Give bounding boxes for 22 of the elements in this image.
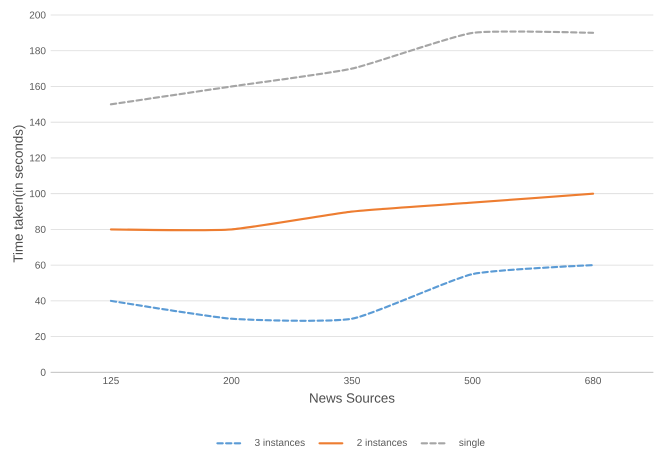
x-tick-label: 680 [585,377,602,384]
y-tick-label: 140 [30,118,46,126]
y-axis-title: Time taken(in seconds) [13,125,26,262]
y-tick-label: 0 [40,368,46,376]
y-tick-label: 120 [30,154,46,162]
y-tick-label: 180 [30,47,46,54]
y-tick-label: 40 [35,297,46,304]
x-axis-title: News Sources [310,393,394,403]
legend-label: 3 instances [254,438,305,446]
legend-label: 2 instances [357,438,407,446]
y-tick-label: 20 [35,333,46,340]
x-tick-label: 200 [224,377,240,384]
line-series [110,192,594,232]
y-tick-label: 100 [30,190,46,198]
y-tick-label: 160 [30,82,46,90]
x-tick-label: 500 [464,377,480,384]
legend-label: single [459,438,485,448]
y-tick-label: 200 [30,11,46,19]
x-tick-label: 350 [344,377,360,384]
x-tick-label: 125 [103,377,119,384]
y-tick-label: 80 [35,226,46,233]
y-tick-label: 60 [35,262,46,269]
